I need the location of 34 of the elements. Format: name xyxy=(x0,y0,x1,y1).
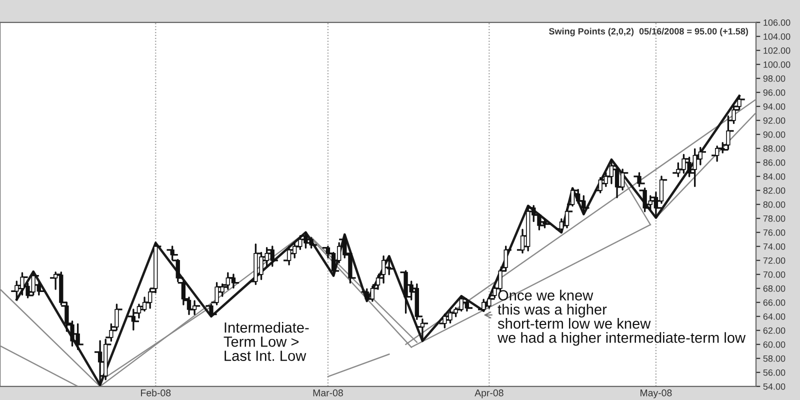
y-tick-label: 64.00 xyxy=(763,313,786,320)
annotation: Intermediate- Term Low > Last Int. Low xyxy=(224,322,309,361)
x-tick-label: Feb-08 xyxy=(141,389,171,396)
y-tick-label: 98.00 xyxy=(763,75,786,82)
x-tick-label: May-08 xyxy=(640,389,672,398)
y-tick-label: 92.00 xyxy=(763,117,786,124)
x-tick-label: Apr-08 xyxy=(474,389,504,398)
y-tick-label: 60.00 xyxy=(763,341,786,348)
y-tick-label: 76.00 xyxy=(763,229,786,236)
y-tick-label: 74.00 xyxy=(763,243,786,250)
y-tick-label: 68.00 xyxy=(763,285,786,292)
y-tick-label: 58.00 xyxy=(763,355,786,362)
y-tick-label: 94.00 xyxy=(763,103,786,110)
y-tick-label: 106.00 xyxy=(764,19,790,26)
y-tick-label: 62.00 xyxy=(763,327,786,334)
y-tick-label: 56.00 xyxy=(763,369,786,376)
y-tick-label: 96.00 xyxy=(763,89,786,96)
y-tick-label: 72.00 xyxy=(763,257,786,264)
y-tick-label: 54.00 xyxy=(763,383,786,390)
y-tick-label: 66.00 xyxy=(763,299,786,306)
y-tick-label: 102.00 xyxy=(764,47,790,54)
y-tick-label: 82.00 xyxy=(763,187,786,194)
y-tick-label: 70.00 xyxy=(763,271,786,278)
y-tick-label: 86.00 xyxy=(763,159,786,166)
x-tick-label: Mar-08 xyxy=(313,389,343,396)
annotation: Swing Points (2,0,2) 05/16/2008 = 95.00 (+1.58) xyxy=(548,28,748,36)
annotation: Once we knew this was a higher short-term low we knew we had a higher intermediate-term low xyxy=(497,290,746,346)
y-tick-label: 90.00 xyxy=(763,131,786,138)
y-tick-label: 80.00 xyxy=(763,201,786,208)
y-tick-label: 88.00 xyxy=(763,145,786,152)
y-tick-label: 104.00 xyxy=(764,33,790,40)
y-tick-label: 78.00 xyxy=(763,215,786,222)
y-tick-label: 84.00 xyxy=(763,173,786,180)
y-tick-label: 100.00 xyxy=(764,61,790,68)
